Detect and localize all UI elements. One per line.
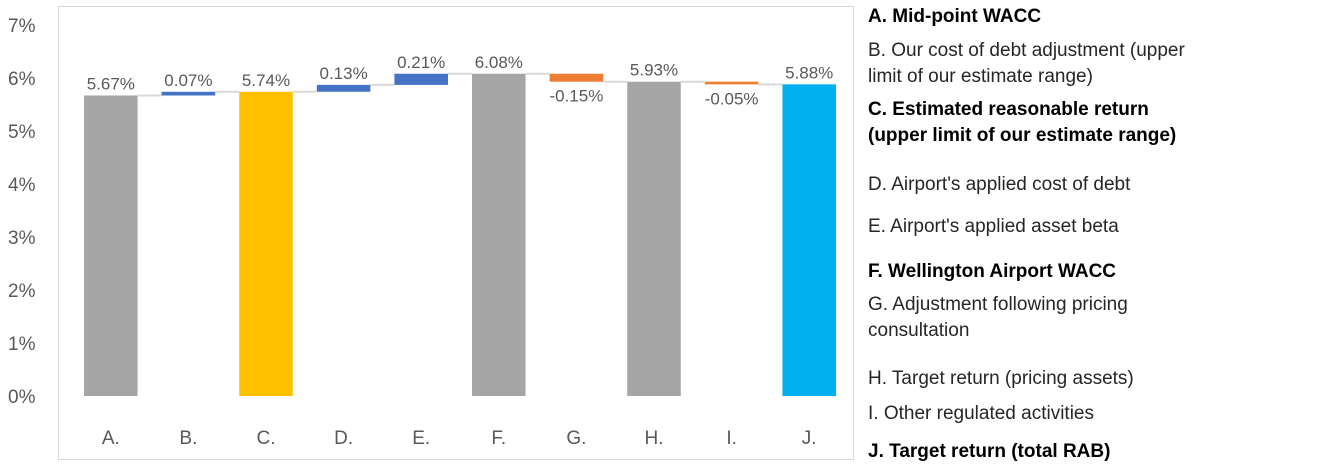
y-tick-label: 1% <box>8 334 36 355</box>
x-tick-label: E. <box>412 428 430 449</box>
y-tick-label: 2% <box>8 281 36 302</box>
legend-item-g-line1: G. Adjustment following pricing <box>868 294 1128 315</box>
bar-i <box>704 81 759 85</box>
legend-item-c-line1: C. Estimated reasonable return <box>868 99 1149 120</box>
x-tick-label: C. <box>257 428 276 449</box>
legend-item-i: I. Other regulated activities <box>868 403 1094 424</box>
data-label: 5.88% <box>785 63 833 82</box>
waterfall-chart: 0% 1% 2% 3% 4% 5% 6% 7% 5.67% 0.07% 5.74% 0.13% 0.21… <box>8 16 836 449</box>
legend-item-j: J. Target return (total RAB) <box>868 441 1111 462</box>
data-label: 5.93% <box>630 61 678 80</box>
data-label: -0.05% <box>705 89 759 108</box>
legend-item-c-line2: (upper limit of our estimate range) <box>868 125 1177 146</box>
bar-f <box>472 73 526 396</box>
x-tick-label: A. <box>102 428 120 449</box>
data-label: 0.21% <box>397 53 445 72</box>
data-label: 0.07% <box>164 71 212 90</box>
x-tick-label: B. <box>179 428 197 449</box>
y-tick-label: 0% <box>8 387 36 408</box>
bar-g <box>549 73 604 82</box>
chart-frame <box>58 6 854 460</box>
data-label: 5.67% <box>87 74 135 93</box>
legend-item-a: A. Mid-point WACC <box>868 6 1042 27</box>
legend-item-f: F. Wellington Airport WACC <box>868 261 1117 282</box>
x-tick-label: D. <box>334 428 353 449</box>
bar-d <box>316 84 371 92</box>
data-label: -0.15% <box>549 87 603 106</box>
data-label: 6.08% <box>475 53 523 72</box>
legend-item-g-line2: consultation <box>868 320 970 341</box>
y-tick-label: 7% <box>8 16 36 37</box>
x-tick-label: H. <box>645 428 664 449</box>
data-label: 5.74% <box>242 71 290 90</box>
y-tick-label: 5% <box>8 122 36 143</box>
legend-item-b-line1: B. Our cost of debt adjustment (upper <box>868 40 1185 61</box>
legend-item-e: E. Airport's applied asset beta <box>868 216 1119 237</box>
y-tick-label: 3% <box>8 228 36 249</box>
y-tick-label: 4% <box>8 175 36 196</box>
data-label: 0.13% <box>319 64 367 83</box>
bar-b <box>161 91 216 96</box>
x-tick-label: G. <box>566 428 586 449</box>
y-tick-label: 6% <box>8 69 36 90</box>
x-tick-label: J. <box>802 428 817 449</box>
legend-item-b-line2: limit of our estimate range) <box>868 66 1093 87</box>
x-tick-label: I. <box>726 428 737 449</box>
bar-a <box>84 95 138 397</box>
legend-item-d: D. Airport's applied cost of debt <box>868 174 1131 195</box>
bar-e <box>394 73 448 85</box>
x-tick-label: F. <box>491 428 506 449</box>
legend-item-h: H. Target return (pricing assets) <box>868 368 1134 389</box>
bar-h <box>627 81 681 397</box>
bar-c <box>239 91 293 396</box>
bar-j <box>782 84 836 397</box>
